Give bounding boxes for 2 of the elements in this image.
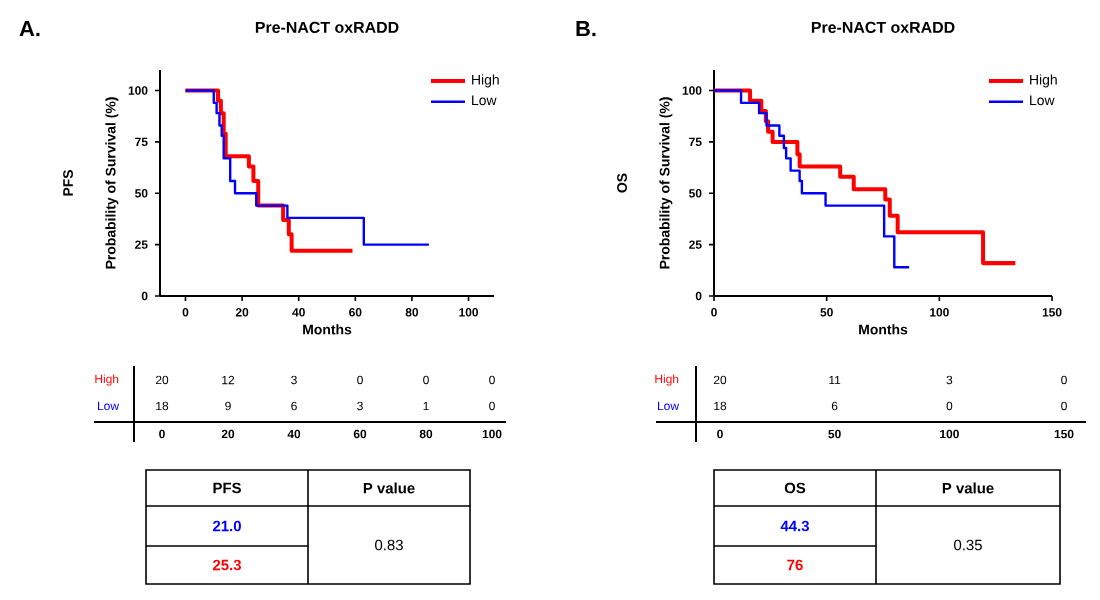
- text: A.: [19, 21, 40, 37]
- text: B.: [576, 21, 596, 37]
